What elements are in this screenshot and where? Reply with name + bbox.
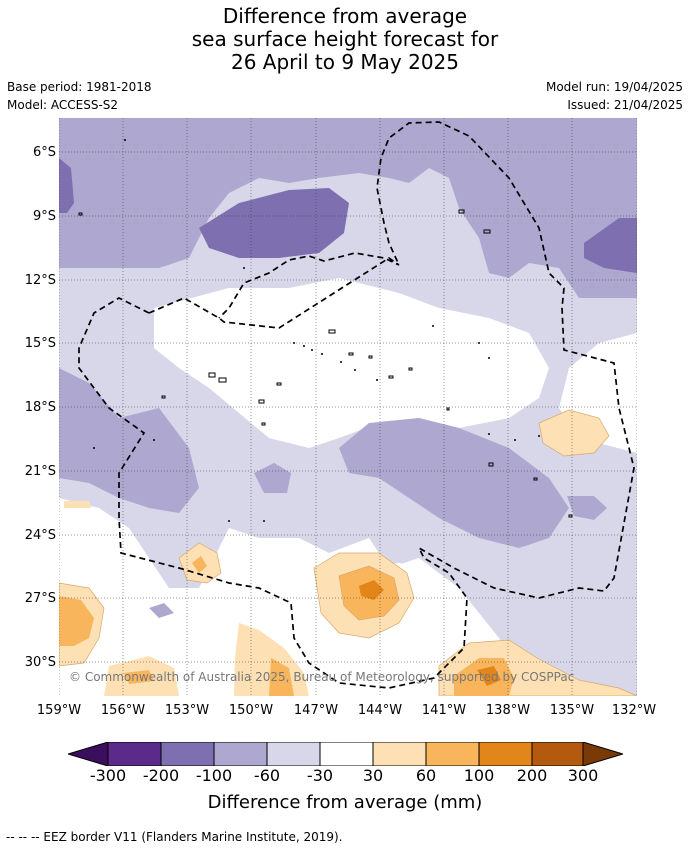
anomaly-region-medium-negative-north <box>59 118 637 298</box>
colorbar-arrow-right <box>582 742 623 766</box>
colorbar-segment <box>160 742 215 766</box>
lon-tick: 156°W <box>100 703 146 718</box>
anomaly-region-light-negative-2 <box>154 278 549 448</box>
lon-tick: 147°W <box>293 703 339 718</box>
colorbar-label: 60 <box>415 766 437 785</box>
lat-tick: 9°S <box>32 209 56 224</box>
eez-border <box>78 121 635 689</box>
anomaly-region-medium-negative-west <box>59 368 199 513</box>
model-run-label: Model run: 19/04/2025 <box>545 80 683 94</box>
lon-tick: 138°W <box>485 703 531 718</box>
anomaly-region-positive-east <box>538 409 610 457</box>
lat-tick: 21°S <box>24 464 56 479</box>
colorbar-label: -30 <box>306 766 334 785</box>
anomaly-region-positive-south-2b <box>269 658 294 696</box>
anomaly-region-positive-west-tiny <box>64 501 91 508</box>
anomaly-region-positive-south-3c <box>477 666 501 686</box>
colorbar-segment <box>372 742 427 766</box>
eez-footer-note: -- -- -- EEZ border V11 (Flanders Marine… <box>6 830 343 844</box>
lon-tick: 144°W <box>357 703 403 718</box>
anomaly-region-medium-negative-tiny <box>149 603 174 618</box>
anomaly-region-positive-south-1b <box>124 670 154 684</box>
colorbar-segment <box>319 742 374 766</box>
colorbar-label: -60 <box>253 766 281 785</box>
chart-title-line3: 26 April to 9 May 2025 <box>231 50 459 74</box>
lat-tick: 30°S <box>24 655 56 670</box>
lon-tick: 132°W <box>611 703 657 718</box>
colorbar-label: 30 <box>362 766 384 785</box>
colorbar-title: Difference from average (mm) <box>207 792 483 813</box>
lon-tick: 153°W <box>164 703 210 718</box>
chart-title-line1: Difference from average <box>222 4 468 28</box>
lat-tick: 27°S <box>24 591 56 606</box>
model-label: Model: ACCESS-S2 <box>7 98 119 112</box>
lon-tick: 141°W <box>421 703 467 718</box>
colorbar-segment <box>478 742 533 766</box>
lat-tick: 24°S <box>24 528 56 543</box>
anomaly-region-positive-south-west-blob-2 <box>192 556 207 573</box>
lon-tick: 150°W <box>228 703 274 718</box>
chart-title-line2: sea surface height forecast for <box>191 27 499 51</box>
colorbar-segment <box>531 742 584 766</box>
colorbar-segment <box>266 742 321 766</box>
colorbar-arrow-left <box>68 742 109 766</box>
lat-tick: 18°S <box>24 400 56 415</box>
colorbar-label: -300 <box>89 766 127 785</box>
sea-level-map: © Commonwealth of Australia 2025, Bureau… <box>59 118 637 696</box>
island-dots <box>93 139 540 522</box>
anomaly-region-dark-negative-east <box>584 218 637 273</box>
colorbar-label: 100 <box>463 766 495 785</box>
map-grid <box>59 118 637 696</box>
anomaly-region-positive-centre-3 <box>359 580 384 600</box>
colorbar-segment <box>425 742 480 766</box>
colorbar-segment <box>213 742 268 766</box>
lon-tick: 159°W <box>36 703 82 718</box>
anomaly-region-medium-negative-east <box>567 496 607 520</box>
base-period-label: Base period: 1981-2018 <box>7 80 152 94</box>
anomaly-region-dark-negative-north <box>199 188 349 258</box>
anomaly-region-medium-negative-mid <box>339 418 569 548</box>
colorbar-label: 300 <box>567 766 599 785</box>
lat-tick: 15°S <box>24 336 56 351</box>
islands <box>78 209 573 518</box>
colorbar-segment <box>107 742 162 766</box>
colorbar-label: -100 <box>195 766 233 785</box>
lon-tick: 135°W <box>549 703 595 718</box>
colorbar <box>68 742 623 766</box>
anomaly-region-dark-negative-west <box>59 158 74 213</box>
colorbar-label: -200 <box>142 766 180 785</box>
anomaly-region-positive-southwest-corner-2 <box>59 596 94 646</box>
lat-tick: 12°S <box>24 273 56 288</box>
issued-label: Issued: 21/04/2025 <box>567 98 683 112</box>
map-copyright: © Commonwealth of Australia 2025, Bureau… <box>69 670 574 684</box>
colorbar-label: 200 <box>516 766 548 785</box>
anomaly-region-medium-negative-small <box>254 463 291 493</box>
lat-tick: 6°S <box>32 145 56 160</box>
